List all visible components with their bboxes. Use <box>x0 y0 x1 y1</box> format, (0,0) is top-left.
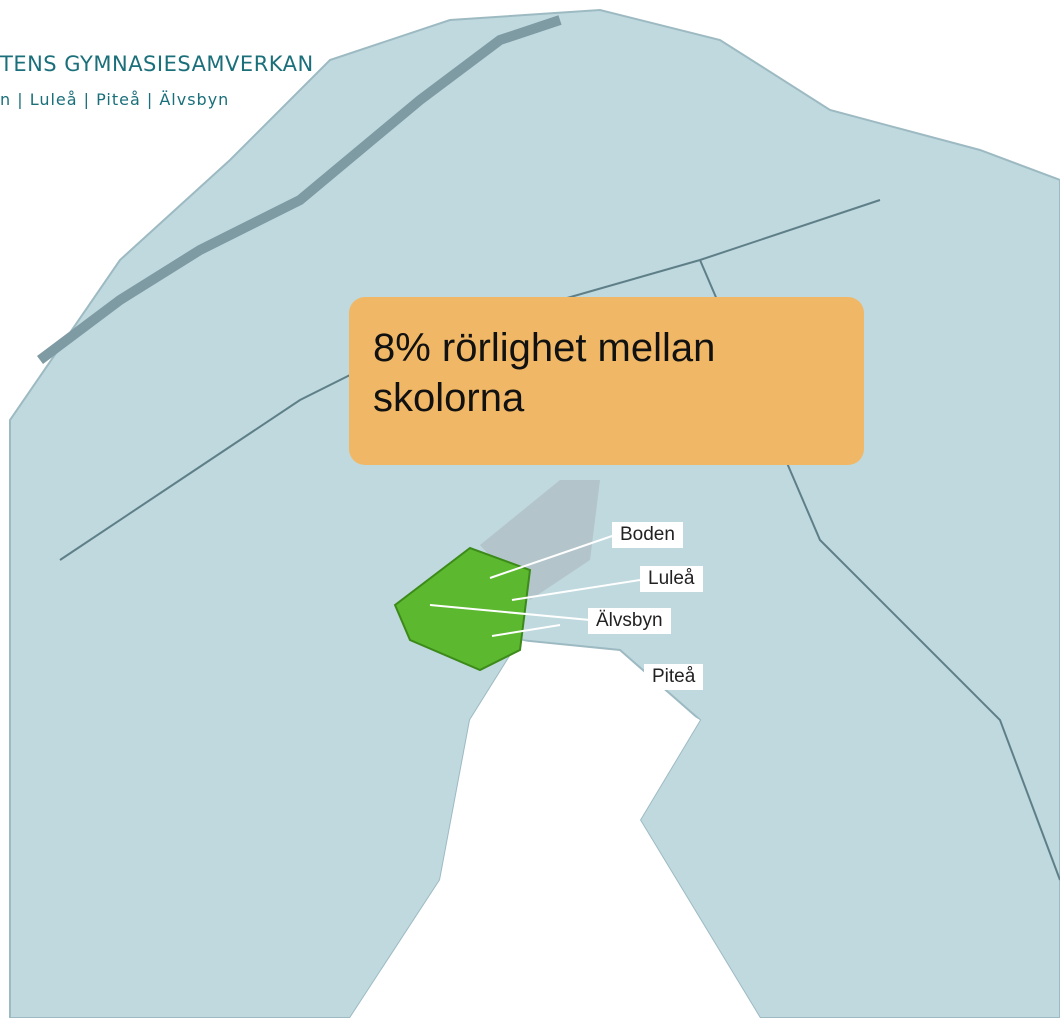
sea <box>350 640 760 1018</box>
coast-ridge <box>37 15 562 364</box>
place-label: Boden <box>612 522 683 548</box>
callout: 8% rörlighet mellan skolorna <box>349 297 864 465</box>
place-label: Piteå <box>644 664 704 690</box>
place-label: Älvsbyn <box>588 608 671 634</box>
leader-lines <box>429 534 641 637</box>
logo-subtitle: n | Luleå | Piteå | Älvsbyn <box>0 90 230 109</box>
logo-title: TENS GYMNASIESAMVERKAN <box>0 52 314 76</box>
place-label: Luleå <box>640 566 703 592</box>
